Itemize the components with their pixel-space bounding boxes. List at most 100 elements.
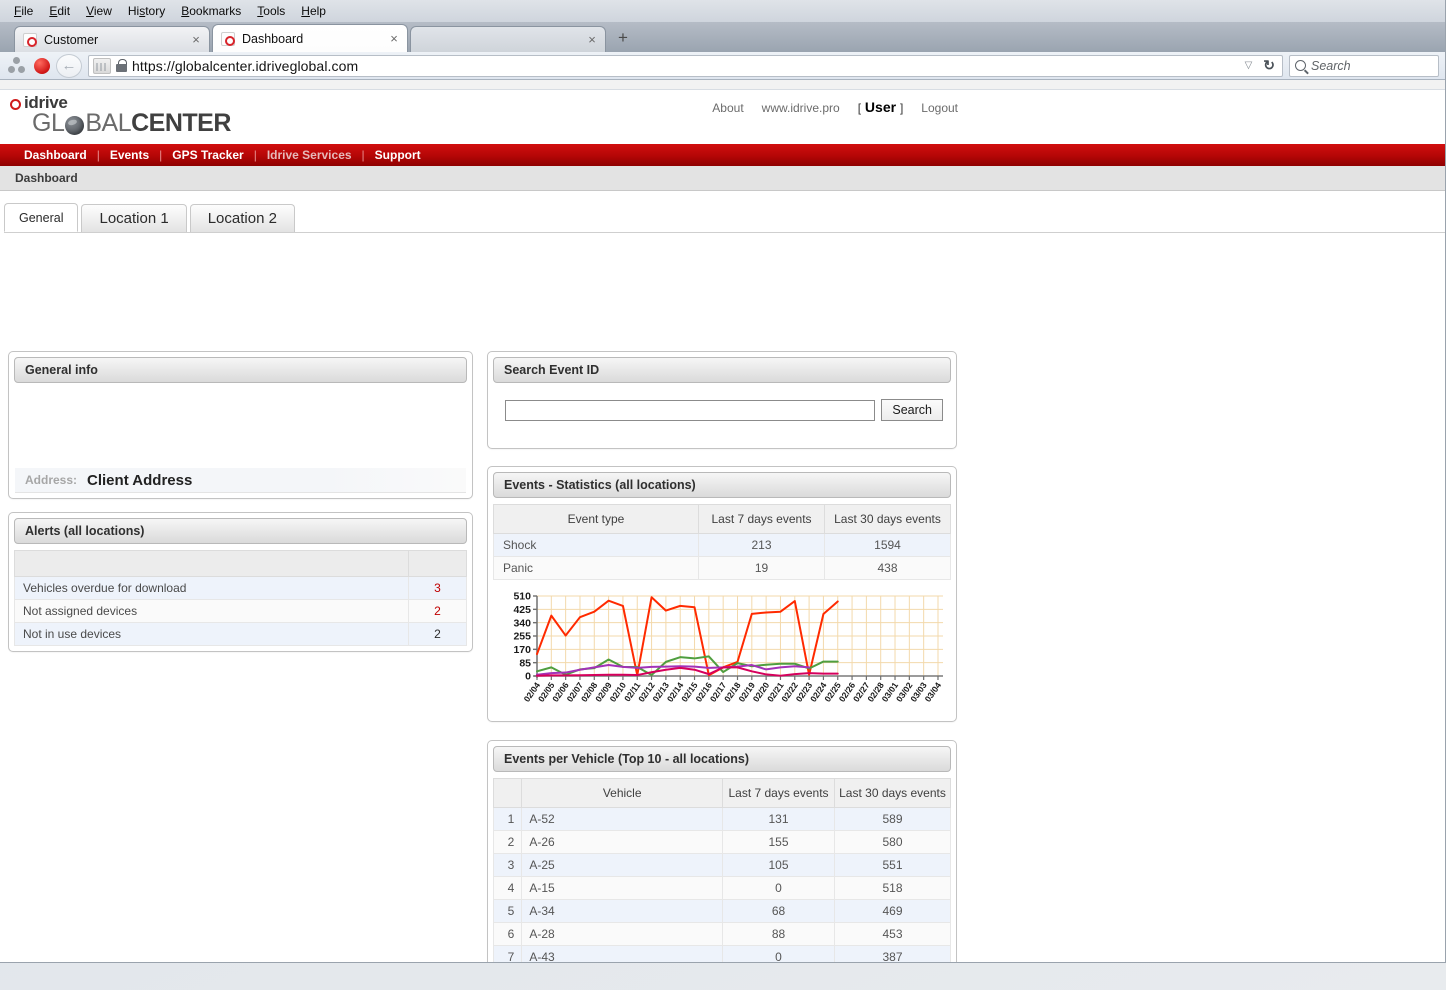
general-info-title: General info xyxy=(14,357,467,383)
browser-search-box[interactable]: Search xyxy=(1289,54,1439,77)
vehicle-last7: 105 xyxy=(722,853,835,877)
vehicles-table-body: 1 A-52 131 589 2 A-26 155 580 3 A-25 105 551 4 A-15 0 5… xyxy=(492,807,951,962)
vehicle-last7: 68 xyxy=(722,899,835,923)
table-row[interactable]: 3 A-25 105 551 xyxy=(492,853,951,877)
general-info-panel: General info Address: Client Address xyxy=(8,351,473,499)
chevron-down-icon[interactable]: ▽ xyxy=(1244,60,1253,71)
site-header: idrive GL BAL CENTER About www.idrive.pr… xyxy=(0,89,1445,144)
search-event-panel: Search Event ID Search xyxy=(487,351,957,449)
svg-text:255: 255 xyxy=(513,631,531,643)
vehicle-rank: 4 xyxy=(492,876,523,900)
table-row[interactable]: 6 A-28 88 453 xyxy=(492,922,951,946)
event-last30: 438 xyxy=(824,556,951,580)
extension-icon[interactable] xyxy=(6,55,28,77)
svg-text:510: 510 xyxy=(513,591,531,603)
svg-text:425: 425 xyxy=(513,604,531,616)
tab-location-2[interactable]: Location 2 xyxy=(189,204,295,232)
nav-item-idrive-services[interactable]: Idrive Services xyxy=(266,148,352,162)
svg-text:0: 0 xyxy=(525,671,531,683)
search-button[interactable]: Search xyxy=(881,399,943,421)
record-icon[interactable] xyxy=(34,57,50,74)
table-row[interactable]: Vehicles overdue for download 3 xyxy=(14,576,467,600)
events-statistics-title: Events - Statistics (all locations) xyxy=(493,472,951,498)
tab-close-icon[interactable]: × xyxy=(390,30,398,46)
vehicle-last30: 518 xyxy=(834,876,951,900)
menu-view[interactable]: View xyxy=(86,4,112,18)
menu-help[interactable]: Help xyxy=(301,4,326,18)
logo-idrive-text: idrive xyxy=(24,93,68,112)
site-logo[interactable]: idrive GL BAL CENTER xyxy=(10,93,231,138)
table-row[interactable]: Not assigned devices 2 xyxy=(14,599,467,623)
vehicles-header-last30: Last 30 days events xyxy=(834,778,951,808)
browser-tab-label: Dashboard xyxy=(242,31,304,46)
nav-item-dashboard[interactable]: Dashboard xyxy=(24,148,87,162)
vehicle-rank: 6 xyxy=(492,922,523,946)
tab-location-1[interactable]: Location 1 xyxy=(81,204,187,232)
link-idrive-pro[interactable]: www.idrive.pro xyxy=(761,101,840,115)
vehicle-name: A-26 xyxy=(521,830,723,854)
browser-tab-dashboard[interactable]: Dashboard × xyxy=(212,24,408,52)
vehicle-last30: 469 xyxy=(834,899,951,923)
alerts-header-row xyxy=(14,550,467,577)
vehicle-name: A-43 xyxy=(521,945,723,962)
browser-tabstrip: Customer × Dashboard × × + xyxy=(0,22,1445,52)
tab-close-icon[interactable]: × xyxy=(192,31,200,47)
vehicle-last30: 387 xyxy=(834,945,951,962)
url-bar[interactable]: https://globalcenter.idriveglobal.com ▽ … xyxy=(88,54,1283,77)
link-logout[interactable]: Logout xyxy=(921,101,958,115)
stats-header-last7: Last 7 days events xyxy=(698,504,825,534)
browser-menubar: File Edit View History Bookmarks Tools H… xyxy=(0,0,1445,22)
table-row[interactable]: 2 A-26 155 580 xyxy=(492,830,951,854)
table-row[interactable]: 1 A-52 131 589 xyxy=(492,807,951,831)
user-bracket-right: ] xyxy=(899,101,904,115)
globe-icon xyxy=(65,116,85,135)
menu-file[interactable]: File xyxy=(14,4,34,18)
vehicle-last30: 551 xyxy=(834,853,951,877)
link-about[interactable]: About xyxy=(712,101,744,115)
tab-close-icon[interactable]: × xyxy=(588,31,596,47)
lock-icon xyxy=(116,59,127,72)
nav-item-support[interactable]: Support xyxy=(374,148,421,162)
vehicle-last7: 0 xyxy=(722,945,835,962)
content-tabs: General Location 1 Location 2 xyxy=(4,200,1445,233)
vehicle-name: A-34 xyxy=(521,899,723,923)
nav-item-gps-tracker[interactable]: GPS Tracker xyxy=(172,148,244,162)
nav-item-events[interactable]: Events xyxy=(109,148,150,162)
new-tab-button[interactable]: + xyxy=(618,28,628,47)
table-row[interactable]: 5 A-34 68 469 xyxy=(492,899,951,923)
logo-bal-text: BAL xyxy=(85,109,132,137)
site-top-links: About www.idrive.pro [ User ] Logout xyxy=(712,99,958,115)
menu-tools[interactable]: Tools xyxy=(257,4,286,18)
menu-bookmarks[interactable]: Bookmarks xyxy=(181,4,242,18)
table-row[interactable]: 7 A-43 0 387 xyxy=(492,945,951,962)
browser-tab-blank[interactable]: × xyxy=(410,26,606,52)
events-per-vehicle-panel: Events per Vehicle (Top 10 - all locatio… xyxy=(487,740,957,962)
search-icon xyxy=(1295,60,1306,71)
tab-favicon-icon xyxy=(23,32,37,47)
tab-favicon-icon xyxy=(221,31,235,46)
vehicle-rank: 7 xyxy=(492,945,523,962)
right-column: Search Event ID Search Events - Statisti… xyxy=(487,351,957,962)
search-event-input[interactable] xyxy=(505,399,876,421)
address-value: Client Address xyxy=(87,471,193,489)
site-main-nav: Dashboard | Events | GPS Tracker | Idriv… xyxy=(0,144,1445,166)
alert-count: 3 xyxy=(408,576,467,600)
alerts-table: Vehicles overdue for download 3 Not assi… xyxy=(14,550,467,646)
table-row[interactable]: Panic 19 438 xyxy=(493,556,951,580)
back-button[interactable]: ← xyxy=(56,53,82,78)
events-per-vehicle-table: Vehicle Last 7 days events Last 30 days … xyxy=(492,778,951,962)
event-type: Shock xyxy=(493,533,699,557)
logo-top-row: idrive xyxy=(10,93,231,113)
tab-general[interactable]: General xyxy=(4,203,79,232)
vehicle-name: A-25 xyxy=(521,853,723,877)
menu-edit[interactable]: Edit xyxy=(49,4,71,18)
browser-tab-customer[interactable]: Customer × xyxy=(14,26,210,52)
table-row[interactable]: 4 A-15 0 518 xyxy=(492,876,951,900)
reload-icon[interactable]: ↻ xyxy=(1263,57,1275,73)
idrive-mark-icon xyxy=(10,98,21,110)
menu-history[interactable]: History xyxy=(127,4,166,18)
site-identity-icon[interactable] xyxy=(93,57,111,74)
table-row[interactable]: Shock 213 1594 xyxy=(493,533,951,557)
table-row[interactable]: Not in use devices 2 xyxy=(14,622,467,646)
search-event-title: Search Event ID xyxy=(493,357,951,383)
